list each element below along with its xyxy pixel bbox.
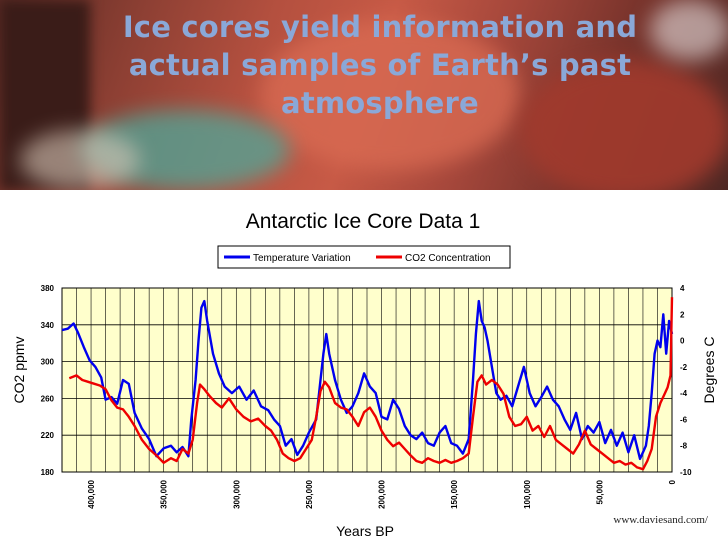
x-tick-label: 150,000 (450, 479, 459, 508)
slide-title-line-2: actual samples of Earth’s past (128, 48, 632, 82)
y-left-tick-label: 180 (41, 468, 55, 477)
y-right-tick-label: -2 (680, 363, 688, 372)
x-tick-label: 250,000 (305, 479, 314, 508)
y-left-tick-label: 380 (41, 284, 55, 293)
y-right-tick-label: 0 (680, 337, 685, 346)
y-right-tick-label: -10 (680, 468, 692, 477)
source-credit: www.daviesand.com/ (613, 514, 708, 526)
slide-title: Ice cores yield information and actual s… (70, 8, 690, 122)
y-axis-right-label: Degrees C (701, 337, 717, 404)
y-right-tick-label: -6 (680, 415, 688, 424)
x-tick-label: 200,000 (378, 479, 387, 508)
x-tick-label: 350,000 (160, 479, 169, 508)
x-tick-label: 300,000 (232, 479, 241, 508)
x-tick-label: 0 (668, 479, 677, 484)
y-left-tick-label: 340 (41, 321, 55, 330)
slide-title-line-1: Ice cores yield information and (122, 10, 638, 44)
y-axis-left-label: CO2 ppmv (11, 337, 27, 404)
series-layer (61, 297, 674, 471)
y-right-tick-label: 2 (680, 310, 685, 319)
temperature-series-line (61, 299, 674, 461)
y-right-tick-label: -4 (680, 389, 688, 398)
y-right-tick-label: 4 (680, 284, 685, 293)
x-tick-label: 400,000 (87, 479, 96, 508)
legend-co2-label: CO2 Concentration (405, 253, 491, 264)
ice-core-chart: Antarctic Ice Core Data 1 Temperature Va… (11, 210, 717, 539)
legend-temperature-label: Temperature Variation (253, 253, 351, 264)
co2-series-line (68, 297, 674, 471)
tick-layer: 380 340 300 260 220 180 4 2 0 -2 -4 -6 -8 -10 400,000 3… (41, 284, 692, 509)
y-right-tick-label: -8 (680, 442, 688, 451)
y-left-tick-label: 260 (41, 394, 55, 403)
y-left-tick-label: 220 (41, 431, 55, 440)
x-tick-label: 100,000 (523, 479, 532, 508)
x-axis-label: Years BP (336, 523, 394, 539)
y-left-tick-label: 300 (41, 358, 55, 367)
legend-box (217, 245, 511, 269)
chart-title: Antarctic Ice Core Data 1 (246, 210, 481, 233)
header-photo: Ice cores yield information and actual s… (0, 0, 728, 190)
chart-legend: Temperature Variation CO2 Concentration (217, 245, 511, 269)
slide-title-line-3: atmosphere (281, 86, 479, 120)
x-tick-label: 50,000 (595, 479, 604, 504)
